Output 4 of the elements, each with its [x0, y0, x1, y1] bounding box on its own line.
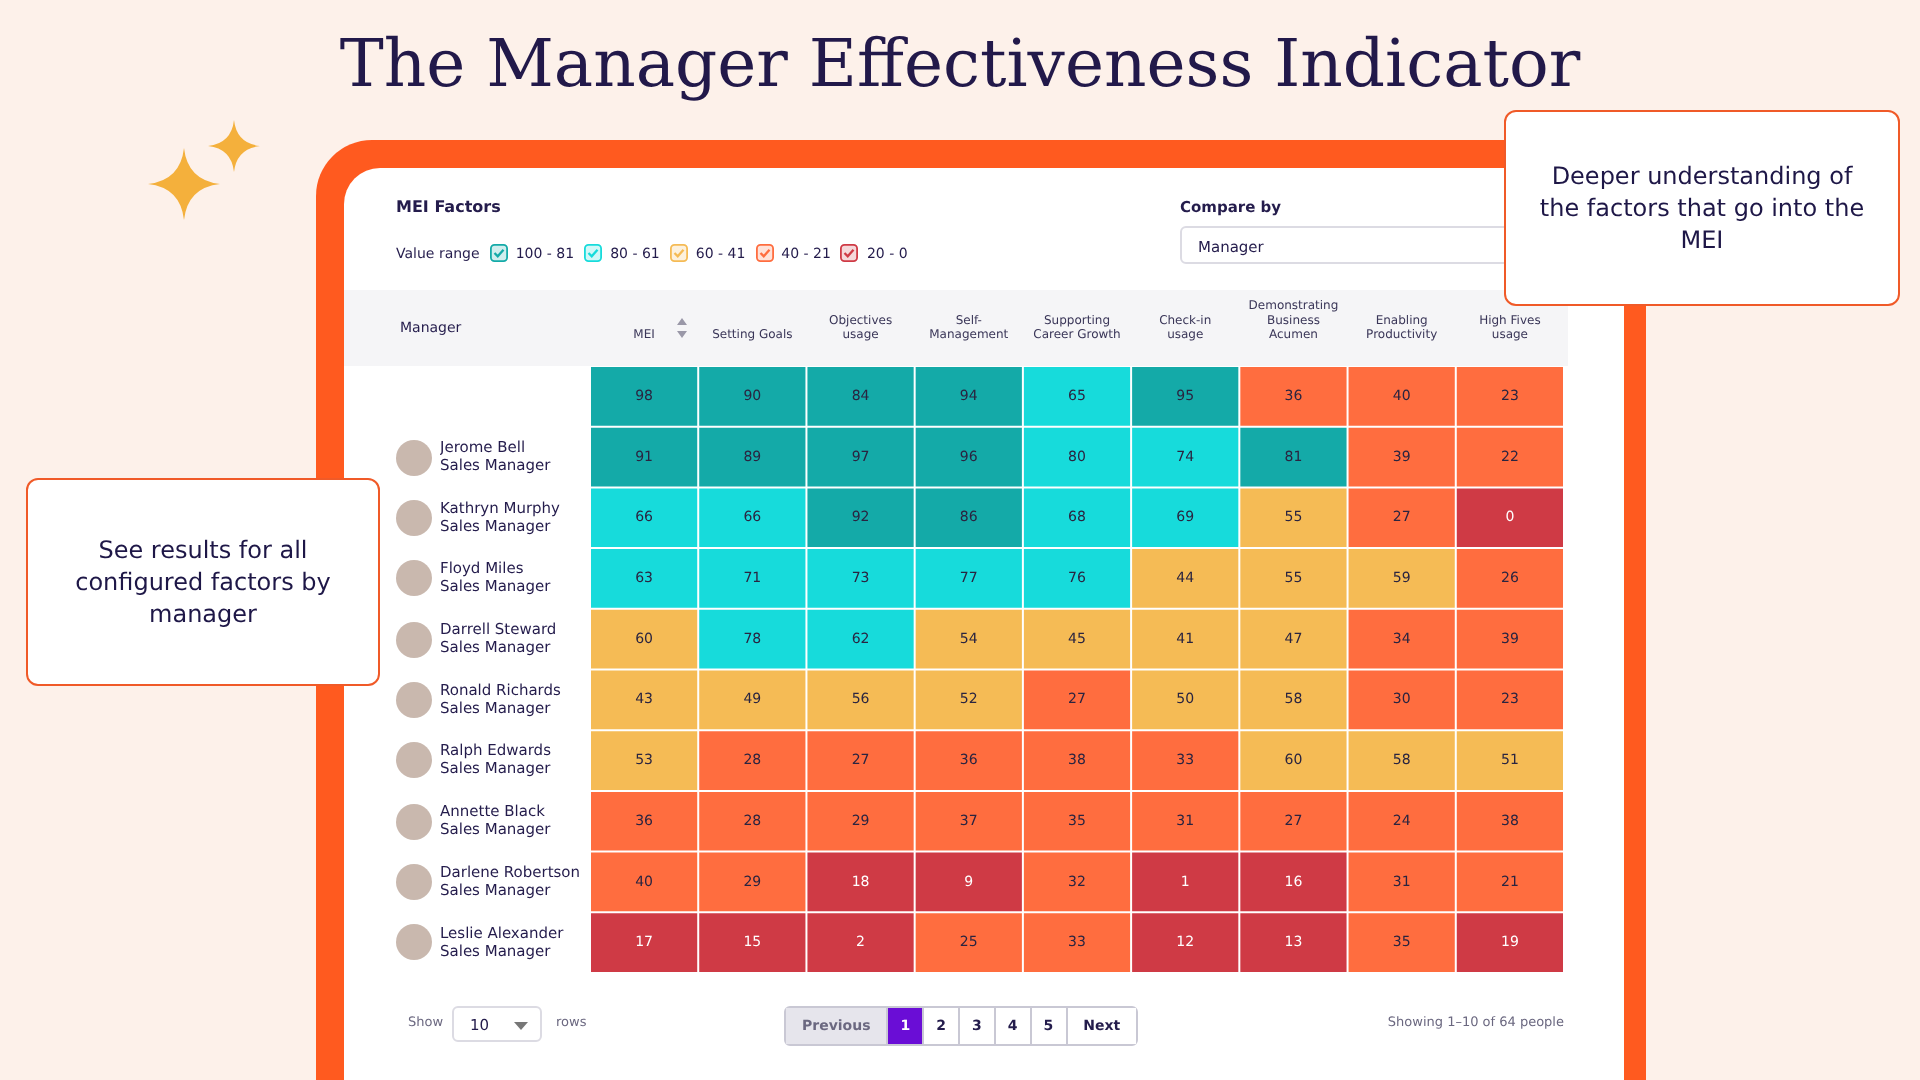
text: See results for all configured factors by manager — [26, 478, 380, 686]
chart-title: The Manager Effectiveness Indicator — [337, 24, 1583, 102]
text: Deeper understanding of the factors that go into the MEI — [1504, 110, 1900, 306]
text: MEI Factors — [396, 198, 501, 216]
